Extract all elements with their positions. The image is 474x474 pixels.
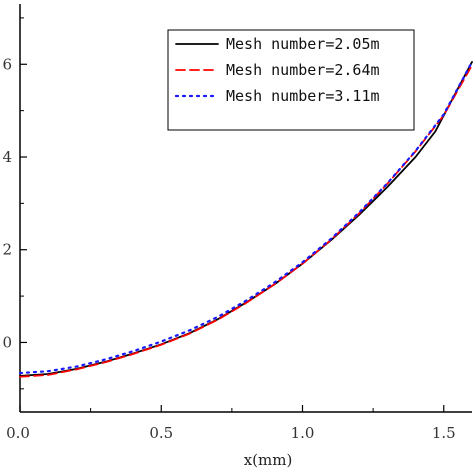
y-tick-label: 2 [2, 241, 12, 259]
y-tick-label: 4 [2, 148, 12, 166]
legend-label-1: Mesh number=2.05m [226, 35, 380, 53]
x-tick-label: 0.0 [6, 424, 30, 442]
axes-layer: 0.0 0.5 1.0 1.5 0 2 4 6 x(mm) [2, 4, 472, 469]
legend-label-3: Mesh number=3.11m [226, 87, 380, 105]
legend-box [167, 29, 415, 131]
x-tick-label: 0.5 [149, 424, 173, 442]
x-tick-label: 1.5 [432, 424, 456, 442]
x-axis-title: x(mm) [244, 451, 293, 469]
y-tick-label: 0 [2, 333, 12, 351]
legend: Mesh number=2.05m Mesh number=2.64m Mesh n… [167, 29, 415, 131]
series-line-3 [18, 60, 474, 375]
x-tick-label: 1.0 [291, 424, 315, 442]
series-layer [18, 60, 474, 378]
legend-label-2: Mesh number=2.64m [226, 61, 380, 79]
y-tick-label: 6 [2, 55, 12, 73]
series-line-2 [19, 64, 473, 378]
